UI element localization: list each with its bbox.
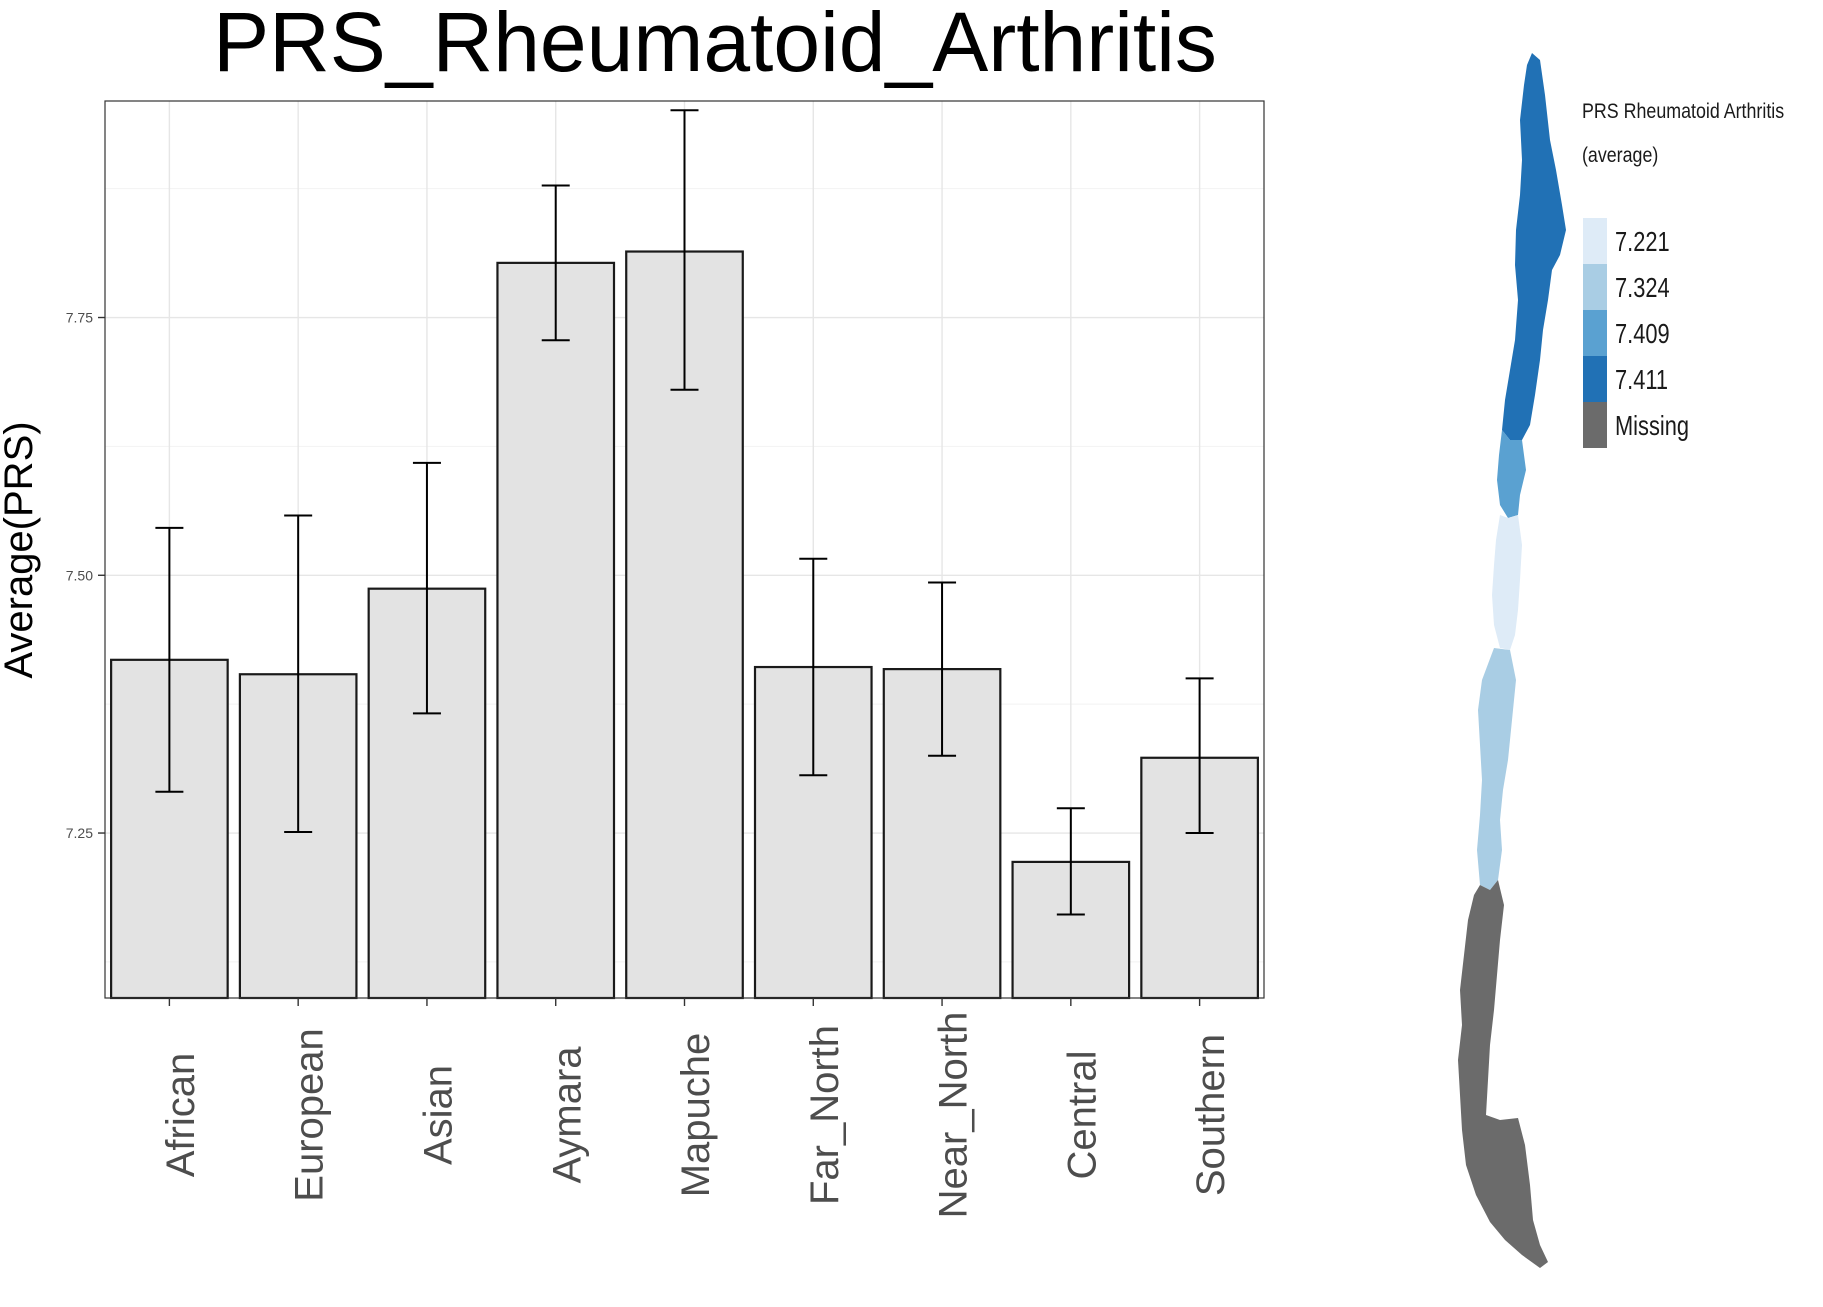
map-region-upper-central	[1492, 515, 1522, 650]
x-tick-label: Southern	[1189, 1034, 1233, 1196]
map-legend-label: 7.411	[1615, 364, 1668, 395]
bar-aymara	[496, 261, 616, 1000]
map-legend-swatch	[1583, 356, 1607, 402]
map-legend-swatch	[1583, 218, 1607, 264]
error-bar-southern	[1185, 677, 1214, 835]
map-legend-title-line1: PRS Rheumatoid Arthritis	[1582, 100, 1784, 124]
map-legend-label: 7.409	[1615, 318, 1670, 349]
error-bar-central	[1056, 807, 1085, 916]
map-legend-items: 7.221 7.324 7.409 7.411 Missing	[1583, 218, 1689, 448]
y-ticks: 7.25 7.50 7.75	[66, 310, 105, 841]
error-bar-european	[284, 514, 313, 834]
x-tick-label: Far_North	[803, 1025, 847, 1205]
x-tick-label: Aymara	[545, 1046, 589, 1184]
y-tick-label: 7.75	[66, 310, 93, 326]
error-bar-near_north	[928, 581, 957, 757]
x-ticks: African European Asian Aymara Mapuche Far_Nor…	[159, 998, 1233, 1218]
bar-chart: 7.25 7.50 7.75 African European Asian Aymara M…	[0, 100, 1265, 1218]
map-legend-swatch	[1583, 402, 1607, 448]
map-region-central	[1477, 648, 1516, 890]
map-region-far-north	[1502, 53, 1566, 440]
x-tick-label: European	[288, 1028, 332, 1201]
map-legend-label: 7.221	[1615, 226, 1670, 257]
map-legend-label: Missing	[1615, 410, 1689, 441]
error-bar-asian	[412, 461, 441, 715]
x-tick-label: Asian	[417, 1065, 461, 1165]
map-regions	[1458, 53, 1566, 1268]
map-legend-swatch	[1583, 310, 1607, 356]
chart-title: PRS_Rheumatoid_Arthritis	[213, 0, 1217, 89]
error-bar-aymara	[541, 184, 570, 342]
error-bar-african	[155, 526, 184, 793]
map-legend-label: 7.324	[1615, 272, 1670, 303]
x-tick-label: African	[159, 1053, 203, 1178]
y-axis-label: Average(PRS)	[0, 421, 41, 678]
y-tick-label: 7.25	[66, 825, 93, 841]
map-region-near-north	[1497, 430, 1526, 518]
x-tick-label: Mapuche	[674, 1033, 718, 1198]
error-bars	[155, 109, 1214, 916]
error-bar-mapuche	[670, 109, 699, 391]
map-legend-title-line2: (average)	[1582, 144, 1658, 168]
x-tick-label: Central	[1060, 1051, 1104, 1180]
map-region-southern-missing	[1458, 880, 1548, 1268]
map-legend-swatch	[1583, 264, 1607, 310]
x-tick-label: Near_North	[932, 1012, 976, 1219]
error-bar-far_north	[799, 557, 828, 777]
y-tick-label: 7.50	[66, 567, 93, 583]
